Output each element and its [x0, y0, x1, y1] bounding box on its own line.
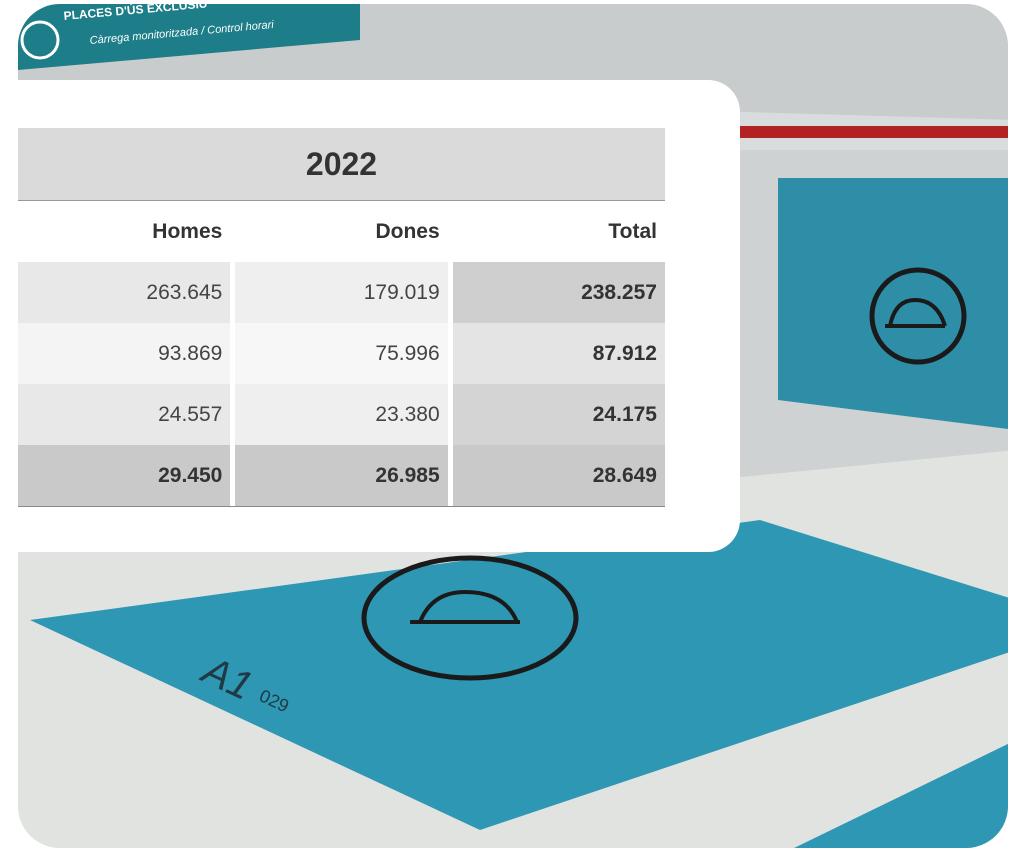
table-cell: 24.557: [18, 384, 231, 445]
table-cell: 29.450: [18, 445, 231, 506]
table-cell: 263.645: [18, 262, 231, 323]
table-cell: 28.649: [452, 445, 665, 506]
table-row: 93.869 75.996 87.912: [18, 323, 665, 384]
column-header: Total: [608, 219, 657, 243]
header-row: Homes Dones Total: [18, 201, 665, 262]
table: 2022 Homes Dones Total 263.645 179.019 238.2…: [18, 128, 665, 507]
table-cell: 23.380: [235, 384, 448, 445]
table-cell: 93.869: [18, 323, 231, 384]
column-header: Dones: [375, 219, 440, 243]
table-row: 29.450 26.985 28.649: [18, 445, 665, 507]
table-body: 263.645 179.019 238.257 93.869 75.996 87.912 2…: [18, 262, 665, 507]
table-cell: 238.257: [452, 262, 665, 323]
table-cell: 75.996: [235, 323, 448, 384]
table-title: 2022: [18, 128, 665, 201]
table-row: 263.645 179.019 238.257: [18, 262, 665, 323]
table-cell: 179.019: [235, 262, 448, 323]
table-row: 24.557 23.380 24.175: [18, 384, 665, 445]
table-cell: 26.985: [235, 445, 448, 506]
table-cell: 24.175: [452, 384, 665, 445]
table-card: 2022 Homes Dones Total 263.645 179.019 238.2…: [0, 80, 740, 552]
table-cell: 87.912: [452, 323, 665, 384]
column-header: Homes: [152, 219, 223, 243]
